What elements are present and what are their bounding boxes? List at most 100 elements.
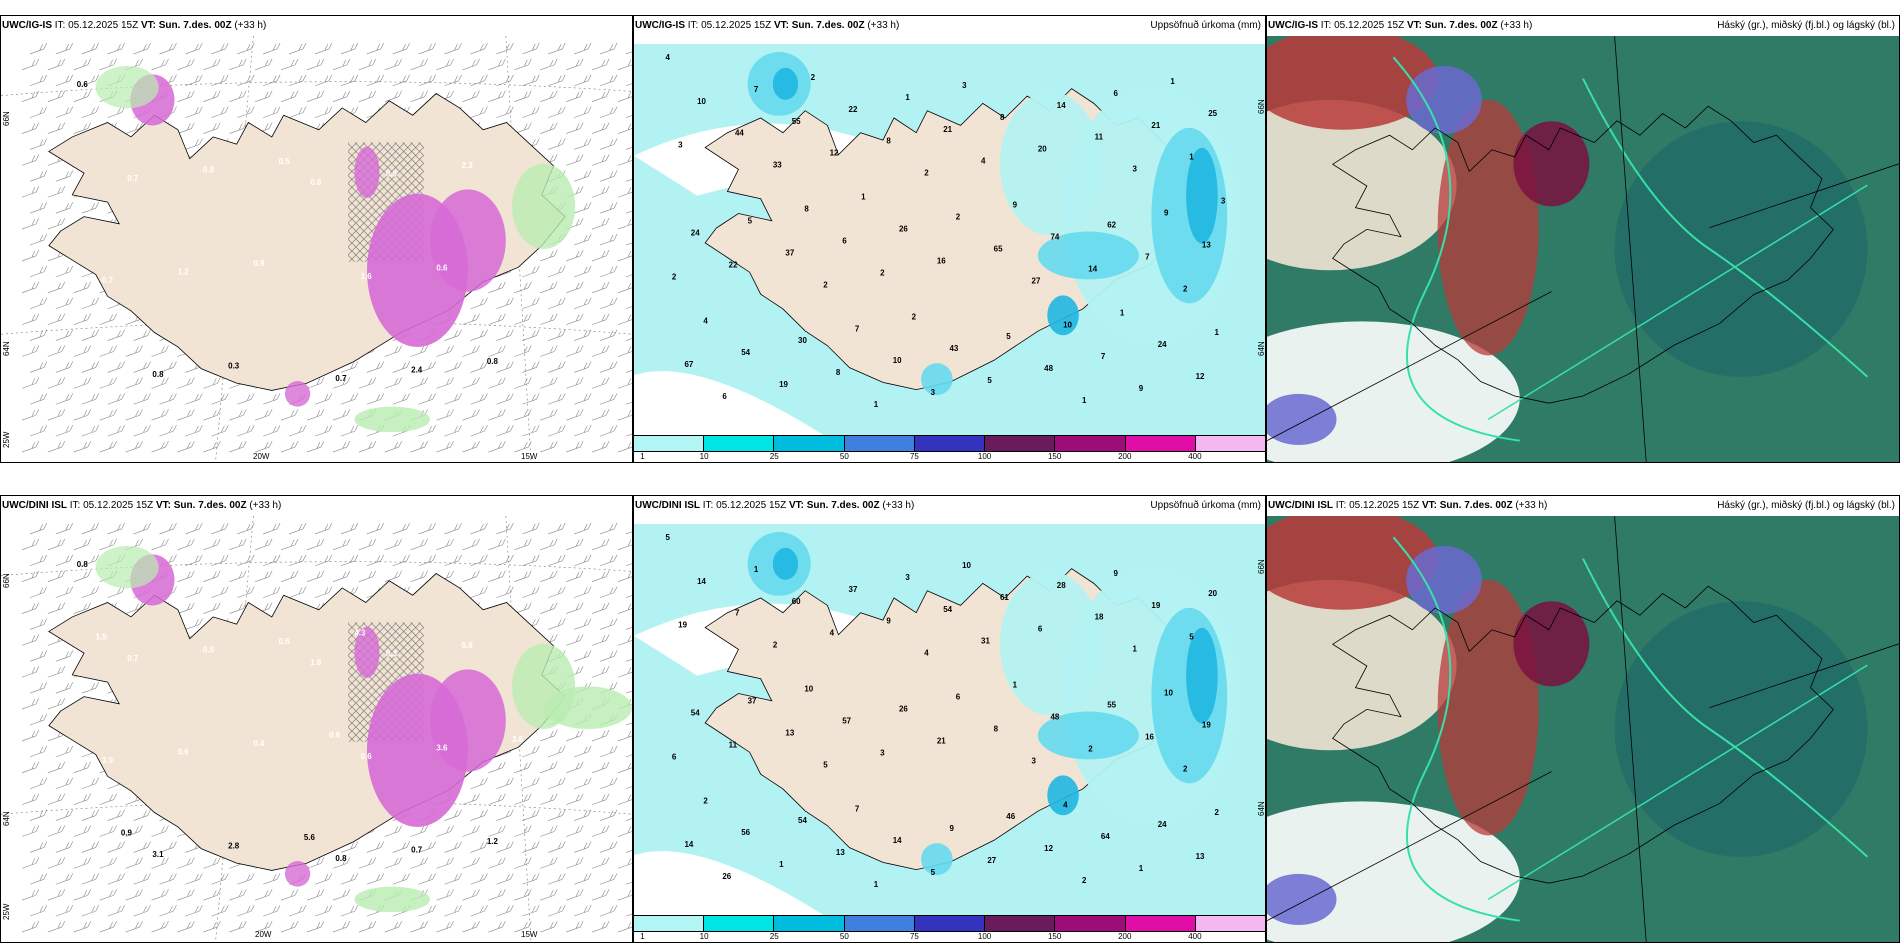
snow-area (430, 669, 506, 772)
wind-barb (436, 920, 454, 933)
value-label: 2 (924, 169, 929, 178)
wind-barb (625, 595, 632, 598)
wind-barb (99, 58, 117, 71)
wind-barb (133, 522, 151, 535)
precip-area (1037, 231, 1139, 280)
wind-barb (55, 393, 74, 405)
value-label: 37 (785, 248, 794, 257)
legend-tick: 75 (909, 452, 919, 461)
wind-barb (81, 329, 99, 341)
wind-barb (488, 90, 506, 102)
wind-barb (418, 841, 436, 853)
precip-legend: 1 10 25 50 75 100 150 200 400 (634, 435, 1265, 462)
lat-label-66n: 66N (2, 111, 11, 126)
wind-barb (514, 409, 532, 421)
accumulated-precip-map[interactable]: 4 2 2 1 3 2 1 33 27 6 4 2 3 1 2 9 12 14 19 20 22 5 3 16 12 8 7 8 11 3… (634, 36, 1265, 435)
wind-barb (55, 809, 74, 821)
wind-barb (107, 42, 125, 55)
legend-tick: 50 (839, 932, 849, 941)
value-label: 14 (893, 836, 902, 845)
wind-barb (107, 809, 125, 821)
wind-barb (410, 440, 428, 453)
wind-barb (229, 90, 247, 102)
wind-barb (384, 857, 402, 869)
wind-barb (384, 377, 402, 389)
value-label: 0.6 (77, 80, 89, 89)
wind-barb (600, 106, 618, 118)
wind-barb (21, 90, 40, 102)
value-label: 2 (956, 213, 961, 222)
wind-barb (384, 90, 402, 102)
wind-barb (99, 857, 117, 869)
legend-tick: 200 (1118, 932, 1132, 941)
wind-barb (314, 106, 333, 118)
wind-barb (462, 538, 480, 551)
value-label: 21 (943, 125, 952, 134)
wind-barb (306, 90, 325, 102)
wind-barb (540, 729, 558, 742)
wind-barb (73, 90, 91, 102)
wind-barb (107, 522, 125, 535)
wind-barb (625, 881, 632, 885)
panel-ig-cloud-cover: UWC/IG-IS IT: 05.12.2025 15Z VT: Sun. 7.… (1266, 15, 1900, 463)
wind-barb (514, 313, 532, 325)
wind-barb (462, 377, 480, 389)
value-label: 56 (741, 828, 750, 837)
wind-barb (358, 857, 377, 869)
wind-barb (514, 281, 532, 294)
cloud-cover-map[interactable] (1267, 516, 1899, 942)
precip-type-map[interactable]: 0.6 0.6 0.7 0.7 0.7 1.6 0.8 0.9 1.2 2.4 0.8 0.6 0.3 2… (1, 36, 632, 462)
high-cloud-area (1614, 601, 1868, 857)
accumulated-precip-map[interactable]: 5 4 2 1 1 5 2 2 3 26 31 6 5 5 3 1 4 2 1 6 11 27 19 21 13 9 16 13 18 1… (634, 516, 1265, 915)
value-label: 5.6 (304, 833, 316, 842)
wind-barb (314, 905, 333, 917)
wind-barb (81, 202, 99, 214)
wind-barb (592, 761, 610, 774)
cloud-cover-map[interactable] (1267, 36, 1899, 462)
wind-barb (55, 873, 74, 885)
wind-barb (574, 202, 592, 214)
wind-barb (548, 138, 566, 150)
wind-barb (151, 440, 169, 453)
value-label: 12 (1044, 844, 1053, 853)
wind-barb (462, 345, 480, 357)
wind-barb (592, 409, 610, 421)
wind-barb (185, 554, 203, 567)
wind-barb (625, 913, 632, 917)
wind-barb (81, 809, 99, 821)
wind-barb (125, 377, 143, 389)
value-label: 57 (842, 716, 851, 725)
wind-barb (99, 538, 117, 551)
graticule-line (1, 81, 632, 96)
wind-barb (436, 538, 454, 551)
wind-barb (21, 920, 40, 933)
value-label: 4.3 (354, 628, 366, 637)
wind-barb (444, 522, 462, 535)
wind-barb (540, 345, 558, 357)
wind-barb (281, 889, 299, 901)
wind-barb (340, 873, 359, 885)
wind-barb (470, 74, 488, 87)
wind-barb (444, 425, 462, 437)
wind-barb (548, 586, 566, 598)
wind-barb (81, 106, 99, 118)
precip-type-map[interactable]: 0.8 1.6 3.9 0.8 0.7 0.6 3.1 0.3 0.6 0.7 0.5 3.6 2.8 0… (1, 516, 632, 942)
legend-swatch (1195, 436, 1265, 451)
wind-barb (444, 841, 462, 853)
precip-area (999, 571, 1101, 716)
wind-barb (600, 202, 618, 214)
map-outline (1267, 516, 1899, 942)
precip-area (921, 843, 953, 876)
wind-barb (263, 522, 281, 535)
wind-barb (73, 440, 91, 453)
wind-barb (358, 58, 377, 71)
precip-area (1186, 627, 1218, 724)
wind-barb (185, 42, 203, 55)
wind-barb (436, 345, 454, 357)
value-label: 54 (798, 816, 807, 825)
value-label: 13 (836, 848, 845, 857)
wind-barb (392, 393, 410, 405)
iceland-coastline (1331, 585, 1834, 884)
wind-barb (340, 905, 359, 917)
value-label: 2.3 (462, 161, 474, 170)
